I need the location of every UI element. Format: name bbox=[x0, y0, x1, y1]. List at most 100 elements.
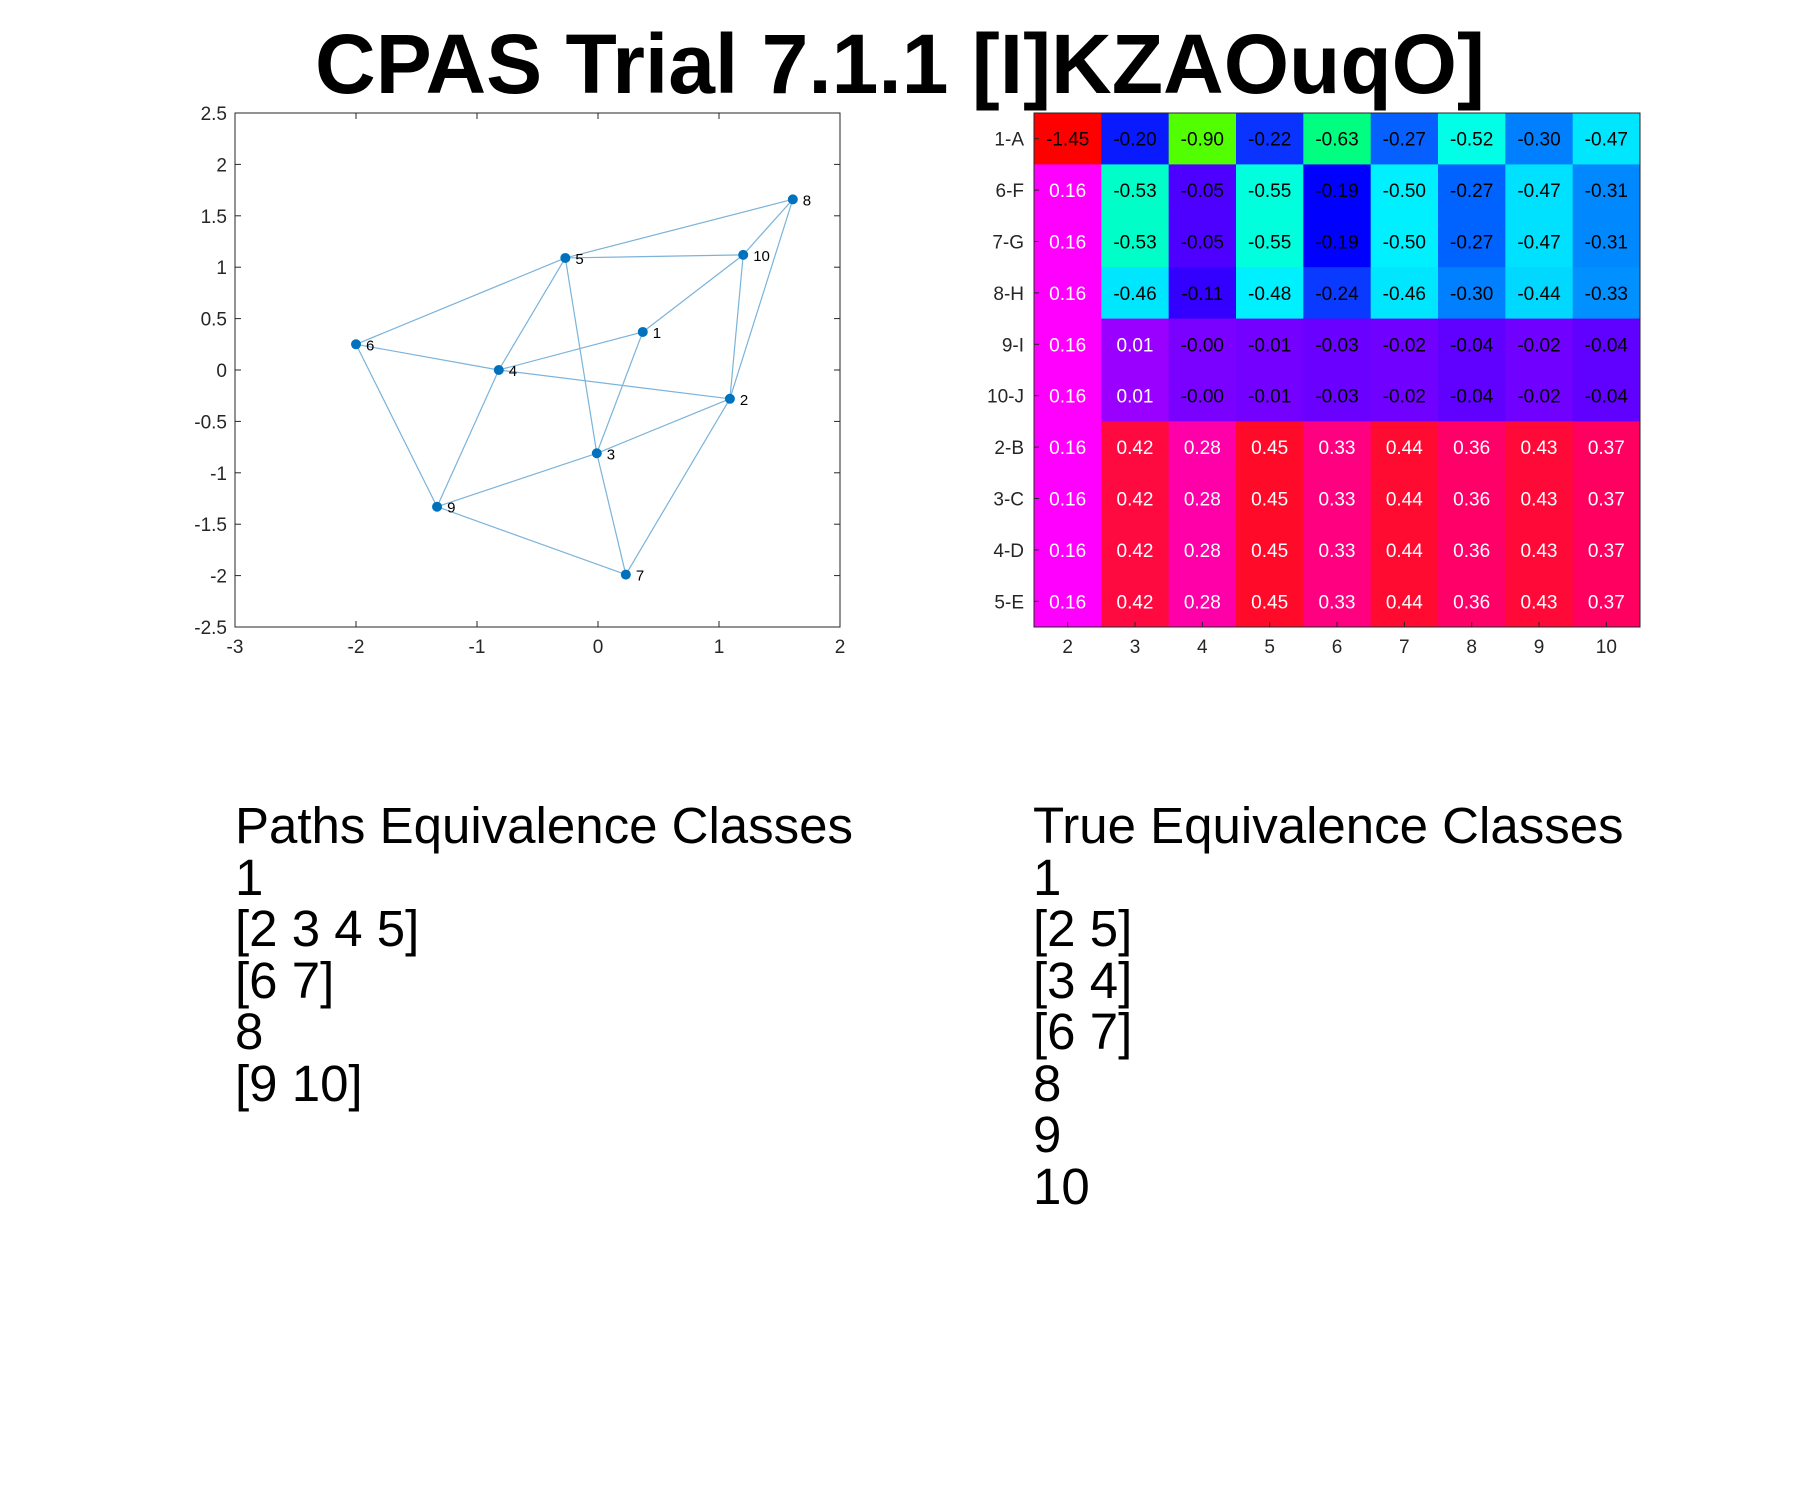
true-class-item: 10 bbox=[1033, 1157, 1090, 1215]
graph-edge bbox=[436, 452, 597, 508]
paths-classes-panel: Paths Equivalence Classes 1 [2 3 4 5] [6… bbox=[235, 800, 853, 1109]
heatmap-col-label: 4 bbox=[1197, 637, 1208, 658]
heatmap-value: -0.30 bbox=[1517, 130, 1560, 151]
heatmap-cell bbox=[1101, 575, 1170, 628]
heatmap-value: -0.01 bbox=[1248, 387, 1291, 408]
heatmap-cell bbox=[1236, 113, 1304, 165]
graph-node-label: 3 bbox=[607, 446, 615, 463]
heatmap-row-label: 4-D bbox=[993, 541, 1024, 562]
heatmap-value: 0.37 bbox=[1588, 592, 1625, 613]
heatmap-value: -0.47 bbox=[1517, 181, 1560, 202]
heatmap-value: 0.44 bbox=[1386, 438, 1423, 459]
heatmap-value: -0.19 bbox=[1315, 181, 1358, 202]
heatmap-row-label: 2-B bbox=[994, 438, 1024, 459]
heatmap-value: 0.37 bbox=[1588, 490, 1625, 511]
heatmap-cell bbox=[1303, 215, 1372, 268]
heatmap-cell bbox=[1034, 575, 1102, 628]
y-tick-label: -1.5 bbox=[194, 515, 227, 536]
graph-edge bbox=[355, 344, 438, 507]
heatmap-value: -0.50 bbox=[1383, 233, 1426, 254]
graph-edge bbox=[436, 369, 500, 507]
heatmap-value: 0.16 bbox=[1049, 592, 1086, 613]
heatmap-value: -0.02 bbox=[1383, 387, 1426, 408]
heatmap-cell bbox=[1101, 113, 1170, 165]
heatmap-value: -0.27 bbox=[1450, 181, 1493, 202]
heatmap-cell bbox=[1370, 164, 1439, 217]
heatmap-value: -0.20 bbox=[1113, 130, 1156, 151]
heatmap-value: -0.55 bbox=[1248, 233, 1291, 254]
heatmap-cell bbox=[1101, 370, 1170, 422]
true-class-item: [2 5] bbox=[1033, 900, 1133, 957]
heatmap-cell bbox=[1572, 421, 1641, 474]
graph-node bbox=[620, 569, 631, 580]
graph-node bbox=[724, 393, 735, 404]
heatmap-cell bbox=[1034, 370, 1102, 422]
heatmap-value: 0.33 bbox=[1319, 438, 1356, 459]
heatmap-cell bbox=[1303, 575, 1372, 628]
heatmap-cell bbox=[1438, 575, 1506, 628]
heatmap-cell bbox=[1034, 472, 1102, 525]
heatmap-value: -0.04 bbox=[1585, 387, 1629, 408]
heatmap-value: 0.28 bbox=[1184, 592, 1221, 613]
heatmap-cell bbox=[1101, 164, 1170, 217]
heatmap-row-label: 6-F bbox=[996, 181, 1025, 202]
paths-class-item: [2 3 4 5] bbox=[235, 900, 420, 957]
paths-classes-heading: Paths Equivalence Classes bbox=[235, 797, 854, 854]
heatmap-row-label: 9-I bbox=[1002, 335, 1024, 356]
heatmap-value: -0.46 bbox=[1383, 284, 1426, 305]
graph-node-label: 10 bbox=[753, 248, 770, 265]
heatmap-cell bbox=[1101, 524, 1170, 577]
heatmap-cell bbox=[1438, 318, 1506, 371]
heatmap-value: -0.53 bbox=[1113, 233, 1156, 254]
heatmap-cell bbox=[1236, 472, 1304, 525]
heatmap-value: -0.11 bbox=[1181, 284, 1223, 305]
heatmap-value: 0.44 bbox=[1386, 592, 1423, 613]
graph-edge bbox=[642, 254, 744, 333]
heatmap-cell bbox=[1370, 113, 1439, 165]
heatmap-cell bbox=[1034, 164, 1102, 217]
heatmap-value: -0.30 bbox=[1450, 284, 1493, 305]
heatmap-value: 0.33 bbox=[1319, 541, 1356, 562]
graph-node-label: 7 bbox=[636, 568, 644, 585]
graph-node bbox=[351, 339, 361, 350]
heatmap-value: -0.04 bbox=[1450, 335, 1494, 356]
heatmap-cell bbox=[1034, 267, 1102, 320]
heatmap-value: -0.27 bbox=[1450, 233, 1493, 254]
heatmap-cell bbox=[1168, 472, 1237, 525]
heatmap-col-label: 6 bbox=[1332, 637, 1343, 658]
heatmap-cell bbox=[1370, 370, 1439, 422]
heatmap-col-label: 3 bbox=[1130, 637, 1141, 658]
graph-node-label: 4 bbox=[509, 363, 517, 380]
heatmap-value: 0.42 bbox=[1117, 592, 1154, 613]
heatmap-value: 0.43 bbox=[1521, 541, 1558, 562]
heatmap-value: -0.04 bbox=[1450, 387, 1494, 408]
heatmap-value: -0.00 bbox=[1181, 335, 1224, 356]
heatmap-cell bbox=[1572, 318, 1641, 371]
heatmap-cell bbox=[1572, 215, 1641, 268]
heatmap-cell bbox=[1303, 164, 1372, 217]
heatmap-cell bbox=[1236, 575, 1304, 628]
graph-edge bbox=[729, 254, 744, 399]
graph-node bbox=[787, 194, 798, 205]
graph-node-label: 9 bbox=[447, 500, 455, 517]
heatmap-cell bbox=[1303, 370, 1372, 422]
heatmap-row-label: 7-G bbox=[992, 233, 1024, 254]
true-class-item: [3 4] bbox=[1033, 951, 1133, 1009]
heatmap-value: 0.28 bbox=[1184, 490, 1221, 511]
heatmap-cell bbox=[1370, 267, 1439, 320]
heatmap-cell bbox=[1168, 215, 1237, 268]
heatmap-cell bbox=[1572, 524, 1641, 577]
heatmap-value: 0.36 bbox=[1453, 592, 1490, 613]
heatmap-cell bbox=[1370, 318, 1439, 371]
heatmap-value: 0.33 bbox=[1319, 592, 1356, 613]
heatmap-cell bbox=[1505, 164, 1574, 217]
heatmap-value: 0.43 bbox=[1521, 592, 1558, 613]
graph-node bbox=[560, 252, 571, 263]
graph-edge bbox=[498, 369, 730, 400]
graph-node-label: 6 bbox=[366, 337, 374, 354]
heatmap-cell bbox=[1505, 370, 1574, 422]
heatmap-cell bbox=[1168, 421, 1237, 474]
heatmap-value: -0.02 bbox=[1517, 335, 1560, 356]
heatmap-cell bbox=[1505, 267, 1574, 320]
heatmap-value: 0.36 bbox=[1453, 490, 1490, 511]
